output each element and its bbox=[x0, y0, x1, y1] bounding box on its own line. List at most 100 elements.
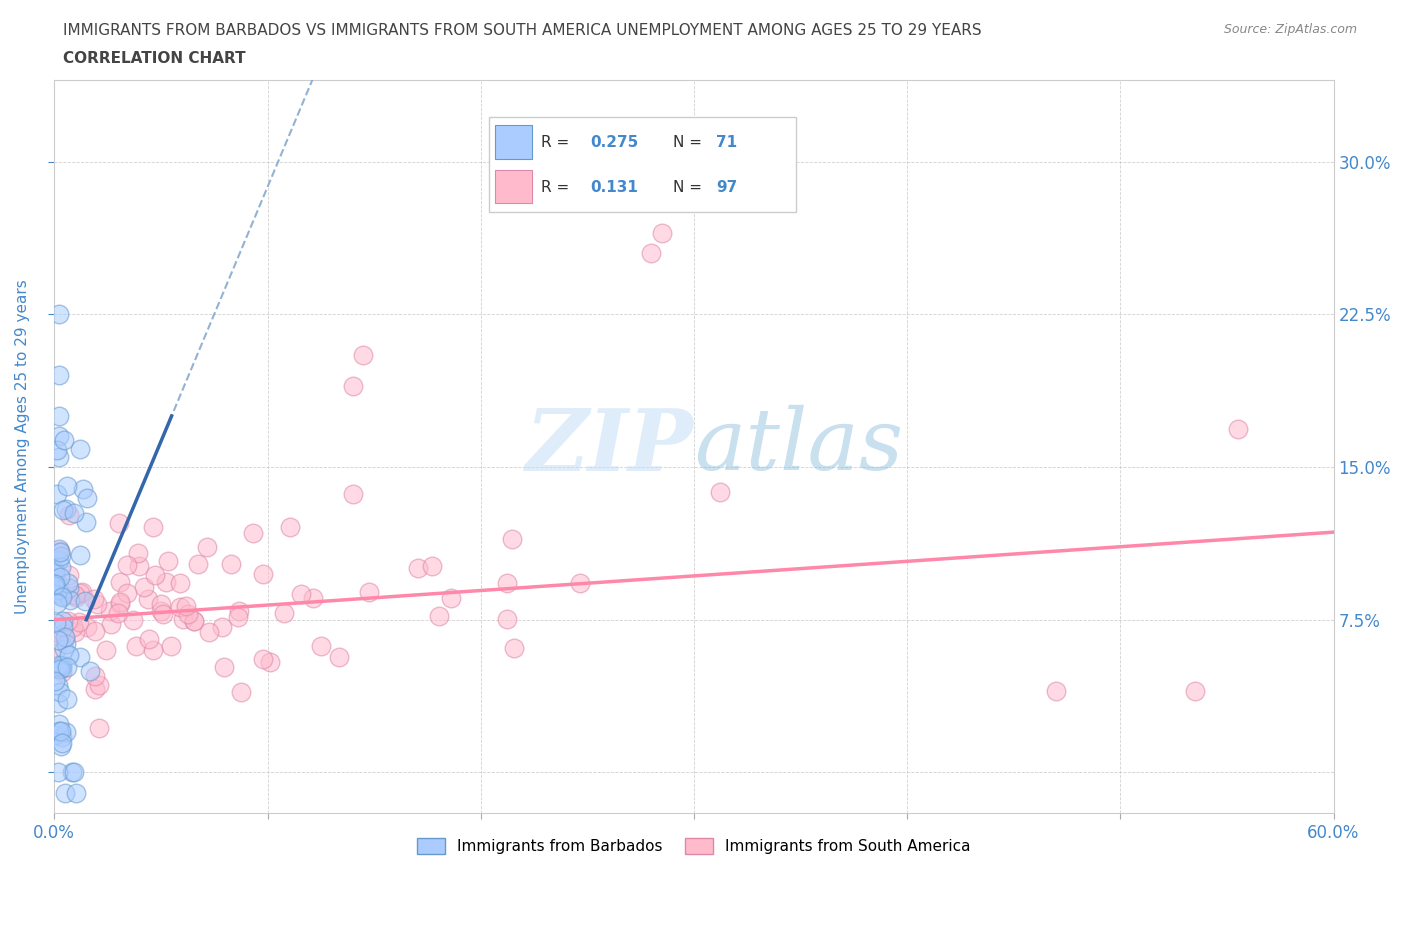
Point bbox=[328, 649, 350, 664]
Point bbox=[62, 619, 84, 634]
Point bbox=[48, 408, 70, 423]
Point bbox=[427, 609, 450, 624]
Point bbox=[46, 632, 69, 647]
Text: atlas: atlas bbox=[695, 405, 903, 488]
Point bbox=[108, 594, 131, 609]
Point bbox=[46, 486, 69, 501]
Point bbox=[651, 225, 673, 240]
Point bbox=[89, 721, 111, 736]
Point bbox=[228, 604, 250, 618]
Point bbox=[70, 584, 93, 599]
Point bbox=[46, 678, 69, 693]
Point bbox=[45, 443, 67, 458]
Point bbox=[53, 630, 76, 644]
Point bbox=[1045, 684, 1067, 698]
Point bbox=[219, 557, 242, 572]
Point bbox=[63, 506, 86, 521]
Point bbox=[132, 579, 155, 594]
Point bbox=[48, 629, 70, 644]
Point bbox=[69, 586, 91, 601]
Point bbox=[51, 658, 73, 672]
Point bbox=[121, 613, 143, 628]
Point bbox=[183, 613, 205, 628]
Point bbox=[176, 606, 198, 621]
Point bbox=[46, 582, 69, 597]
Point bbox=[83, 591, 105, 606]
Point bbox=[44, 576, 66, 591]
Point bbox=[96, 643, 118, 658]
Point bbox=[169, 599, 191, 614]
Point bbox=[187, 556, 209, 571]
Point bbox=[107, 515, 129, 530]
Point bbox=[56, 576, 79, 591]
Point bbox=[49, 581, 72, 596]
Point bbox=[48, 307, 70, 322]
Point bbox=[59, 592, 82, 607]
Point bbox=[45, 578, 67, 593]
Point bbox=[48, 368, 70, 383]
Point bbox=[107, 605, 129, 620]
Point bbox=[69, 650, 91, 665]
Point bbox=[495, 576, 517, 591]
Point bbox=[48, 724, 70, 738]
Point bbox=[76, 619, 98, 634]
Point bbox=[45, 586, 67, 601]
Point bbox=[125, 639, 148, 654]
Point bbox=[311, 639, 333, 654]
Point bbox=[86, 596, 108, 611]
Point bbox=[69, 548, 91, 563]
Text: ZIP: ZIP bbox=[526, 405, 695, 488]
Point bbox=[98, 604, 121, 618]
Point bbox=[183, 614, 205, 629]
Point bbox=[52, 432, 75, 447]
Point bbox=[53, 631, 76, 645]
Text: CORRELATION CHART: CORRELATION CHART bbox=[63, 51, 246, 66]
Point bbox=[342, 487, 364, 502]
Point bbox=[75, 514, 97, 529]
Point bbox=[159, 638, 181, 653]
Point bbox=[229, 684, 252, 699]
Point bbox=[44, 571, 66, 586]
Point bbox=[69, 442, 91, 457]
Point bbox=[149, 596, 172, 611]
Point bbox=[53, 642, 76, 657]
Point bbox=[79, 664, 101, 679]
Point bbox=[198, 624, 221, 639]
Point bbox=[172, 611, 194, 626]
Point bbox=[259, 655, 281, 670]
Point bbox=[44, 578, 66, 593]
Point bbox=[115, 557, 138, 572]
Point bbox=[63, 588, 86, 603]
Point bbox=[48, 429, 70, 444]
Point bbox=[46, 596, 69, 611]
Point bbox=[44, 727, 66, 742]
Point bbox=[142, 643, 165, 658]
Point bbox=[290, 587, 312, 602]
Point bbox=[212, 659, 235, 674]
Point bbox=[226, 610, 249, 625]
Point bbox=[709, 485, 731, 499]
Point bbox=[44, 566, 66, 581]
Point bbox=[49, 549, 72, 564]
Point bbox=[51, 665, 73, 680]
Point bbox=[357, 585, 380, 600]
Point bbox=[45, 643, 67, 658]
Point bbox=[56, 692, 79, 707]
Point bbox=[242, 525, 264, 540]
Point bbox=[127, 546, 149, 561]
Point bbox=[52, 626, 75, 641]
Point bbox=[51, 560, 73, 575]
Point bbox=[46, 765, 69, 780]
Point bbox=[56, 478, 79, 493]
Point bbox=[51, 729, 73, 744]
Point bbox=[142, 520, 165, 535]
Point bbox=[501, 532, 523, 547]
Point bbox=[49, 569, 72, 584]
Point bbox=[440, 591, 463, 605]
Point bbox=[52, 502, 75, 517]
Point bbox=[136, 591, 159, 606]
Point bbox=[65, 590, 87, 604]
Point bbox=[75, 593, 97, 608]
Point bbox=[51, 614, 73, 629]
Point bbox=[569, 576, 592, 591]
